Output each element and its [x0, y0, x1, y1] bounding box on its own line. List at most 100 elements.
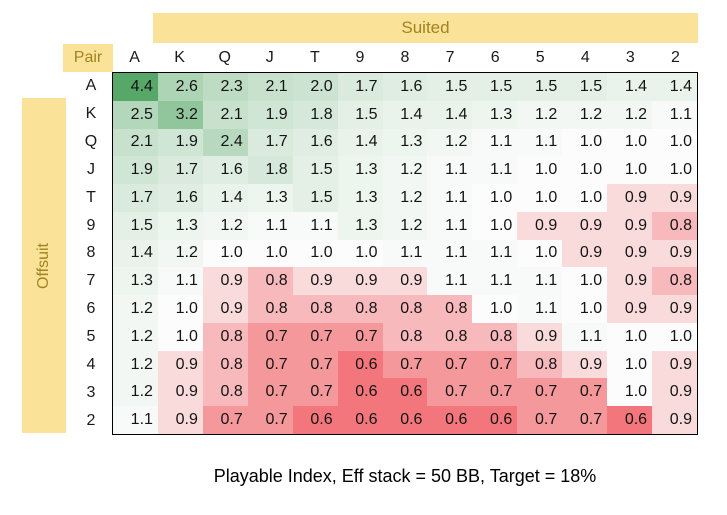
cell-23: 0.6 — [607, 406, 653, 434]
col-header-9: 9 — [355, 49, 365, 66]
cell-5Q: 0.8 — [202, 322, 248, 351]
cell-55: 0.9 — [517, 322, 563, 351]
row-header-9: 9 — [86, 216, 96, 234]
row-header-J: J — [87, 160, 95, 178]
row-header-Q: Q — [84, 132, 98, 150]
cell-6T: 0.8 — [292, 295, 338, 323]
cell-64: 1.0 — [562, 295, 608, 323]
cell-JK: 1.7 — [157, 156, 203, 185]
cell-QJ: 1.7 — [247, 128, 293, 157]
cell-TK: 1.6 — [157, 184, 203, 212]
cell-5A: 1.2 — [113, 322, 158, 351]
cell-25: 0.7 — [517, 406, 563, 434]
cell-98: 1.2 — [382, 211, 428, 240]
cell-AJ: 2.1 — [247, 73, 293, 101]
row-header-2: 2 — [86, 412, 96, 430]
cell-K8: 1.4 — [382, 100, 428, 129]
cell-4A: 1.2 — [113, 350, 158, 379]
cell-89: 1.0 — [337, 239, 383, 268]
cell-AT: 2.0 — [292, 73, 338, 101]
cell-6Q: 0.9 — [202, 295, 248, 323]
cell-T3: 0.9 — [607, 184, 653, 212]
cell-42: 0.9 — [652, 350, 697, 379]
cell-5K: 1.0 — [157, 322, 203, 351]
cell-78: 0.9 — [382, 267, 428, 296]
cell-A6: 1.5 — [472, 73, 518, 101]
offsuit-header-band: Offsuit — [22, 98, 66, 433]
cell-49: 0.6 — [337, 350, 383, 379]
cell-99: 1.3 — [337, 211, 383, 240]
cell-53: 1.0 — [607, 322, 653, 351]
col-header-3: 3 — [625, 49, 635, 66]
pair-label: Pair — [73, 49, 103, 66]
cell-JQ: 1.6 — [202, 156, 248, 185]
col-header-J: J — [265, 49, 274, 66]
cell-3K: 0.9 — [157, 378, 203, 407]
cell-2K: 0.9 — [157, 406, 203, 434]
cell-7A: 1.3 — [113, 267, 158, 296]
cell-94: 0.9 — [562, 211, 608, 240]
cell-J6: 1.1 — [472, 156, 518, 185]
cell-9Q: 1.2 — [202, 211, 248, 240]
cell-4K: 0.9 — [157, 350, 203, 379]
cell-T9: 1.3 — [337, 184, 383, 212]
cell-7T: 0.9 — [292, 267, 338, 296]
col-header-6: 6 — [490, 49, 500, 66]
cell-37: 0.7 — [427, 378, 473, 407]
cell-TJ: 1.3 — [247, 184, 293, 212]
cell-K3: 1.2 — [607, 100, 653, 129]
cell-28: 0.6 — [382, 406, 428, 434]
cell-A7: 1.5 — [427, 73, 473, 101]
cell-KK: 3.2 — [157, 100, 203, 129]
cell-92: 0.8 — [652, 211, 697, 240]
cell-43: 1.0 — [607, 350, 653, 379]
cell-88: 1.1 — [382, 239, 428, 268]
cell-6A: 1.2 — [113, 295, 158, 323]
column-headers: A K Q J T 9 8 7 6 5 4 3 2 — [112, 44, 698, 72]
cell-36: 0.7 — [472, 378, 518, 407]
col-header-K: K — [174, 49, 185, 66]
cell-T5: 1.0 — [517, 184, 563, 212]
cell-58: 0.8 — [382, 322, 428, 351]
cell-6J: 0.8 — [247, 295, 293, 323]
cell-Q6: 1.1 — [472, 128, 518, 157]
cell-34: 0.7 — [562, 378, 608, 407]
col-header-7: 7 — [445, 49, 455, 66]
cell-35: 0.7 — [517, 378, 563, 407]
heatmap-matrix: 4.4 2.6 2.3 2.1 2.0 1.7 1.6 1.5 1.5 1.5 1.5 1.4 1.4 2… — [112, 72, 698, 435]
col-header-8: 8 — [400, 49, 410, 66]
cell-8A: 1.4 — [113, 239, 158, 268]
row-header-5: 5 — [86, 328, 96, 346]
col-header-4: 4 — [580, 49, 590, 66]
row-header-8: 8 — [86, 244, 96, 262]
cell-QA: 2.1 — [113, 128, 158, 157]
cell-KA: 2.5 — [113, 100, 158, 129]
cell-66: 1.0 — [472, 295, 518, 323]
cell-7K: 1.1 — [157, 267, 203, 296]
cell-9T: 1.1 — [292, 211, 338, 240]
cell-47: 0.7 — [427, 350, 473, 379]
cell-62: 0.9 — [652, 295, 697, 323]
cell-J8: 1.2 — [382, 156, 428, 185]
cell-JJ: 1.8 — [247, 156, 293, 185]
cell-97: 1.1 — [427, 211, 473, 240]
cell-6K: 1.0 — [157, 295, 203, 323]
cell-44: 0.9 — [562, 350, 608, 379]
cell-Q9: 1.4 — [337, 128, 383, 157]
cell-59: 0.7 — [337, 322, 383, 351]
cell-45: 0.8 — [517, 350, 563, 379]
cell-8K: 1.2 — [157, 239, 203, 268]
cell-32: 0.9 — [652, 378, 697, 407]
cell-KJ: 1.9 — [247, 100, 293, 129]
cell-T6: 1.0 — [472, 184, 518, 212]
cell-2Q: 0.7 — [202, 406, 248, 434]
cell-TQ: 1.4 — [202, 184, 248, 212]
cell-A3: 1.4 — [607, 73, 653, 101]
row-header-3: 3 — [86, 384, 96, 402]
cell-2J: 0.7 — [247, 406, 293, 434]
cell-67: 0.8 — [427, 295, 473, 323]
cell-9J: 1.1 — [247, 211, 293, 240]
cell-T8: 1.2 — [382, 184, 428, 212]
row-header-6: 6 — [86, 300, 96, 318]
cell-39: 0.6 — [337, 378, 383, 407]
